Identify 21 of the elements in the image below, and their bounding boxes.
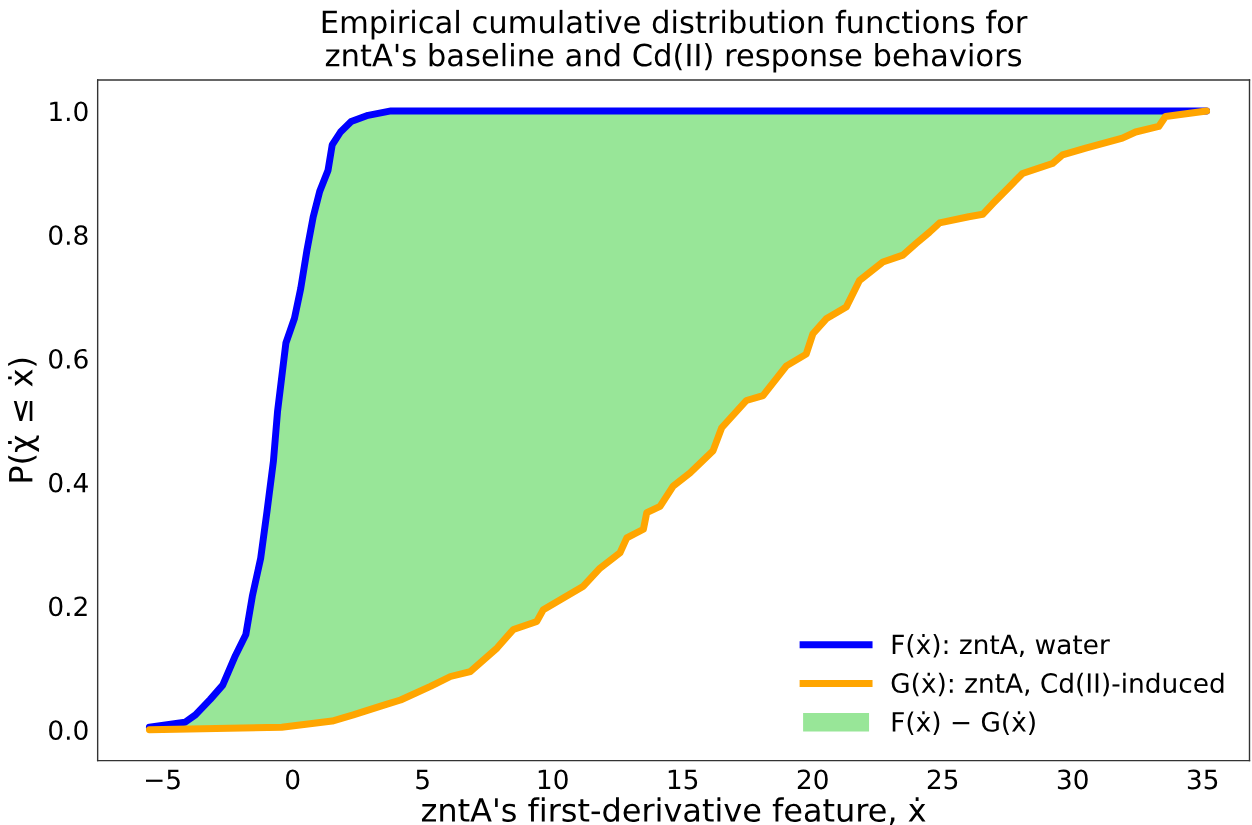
x-tick-label: 0 [286,769,300,790]
y-tick-label: 1.0 [50,101,88,122]
y-axis-title: P(χ̇ ≤ ẋ) [8,358,40,482]
y-tick-label: 0.6 [49,348,88,369]
x-axis-title: zntA's first-derivative feature, ẋ [421,797,926,825]
x-tick-label: 15 [668,769,698,790]
x-tick-label: 5 [416,769,429,790]
y-tick-label: 0.2 [49,596,87,617]
legend-label: F(ẋ) − G(ẋ) [892,711,1035,735]
y-tick-label: 0.8 [49,225,88,246]
y-tick-label: 0.4 [49,472,88,493]
x-tick-label: 35 [1187,769,1218,790]
x-tick-label: 30 [1057,769,1088,790]
x-tick-label: 10 [538,769,568,790]
chart-title: Empirical cumulative distribution functions for zntA's baseline and Cd(II) response behaviors [322,9,1028,73]
legend-label: F(ẋ): zntA, water [892,633,1110,658]
x-tick-label: 20 [797,769,828,790]
x-tick-label: 25 [927,769,958,790]
x-tick-label: −5 [146,769,180,790]
y-tick-label: 0.0 [49,720,88,741]
legend-label: G(ẋ): zntA, Cd(II)-induced [891,672,1224,697]
